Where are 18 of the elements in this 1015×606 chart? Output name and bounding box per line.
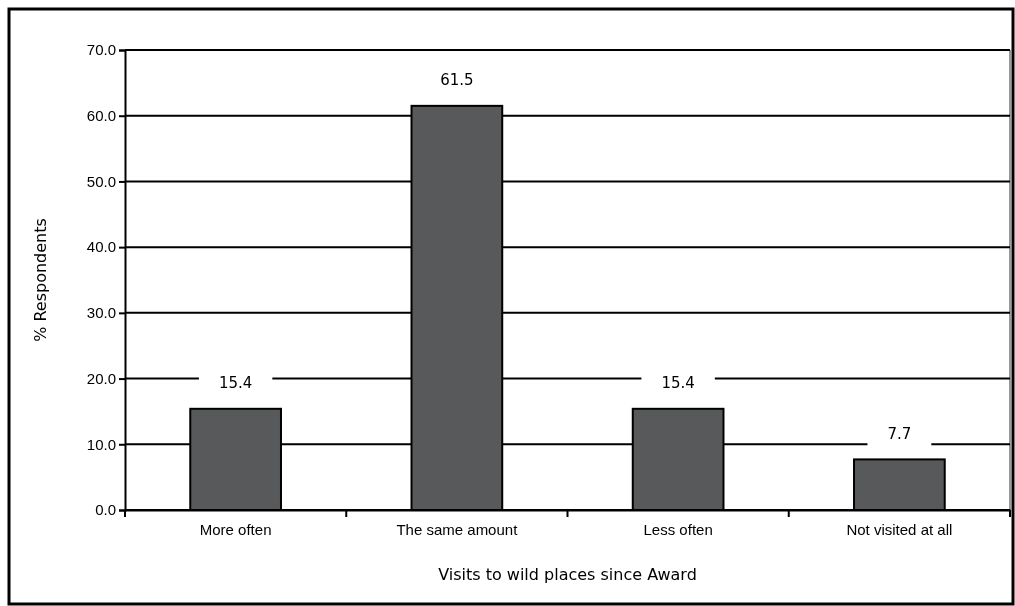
x-tick-label: Not visited at all: [846, 520, 953, 538]
y-axis-title: % Respondents: [31, 218, 50, 342]
y-tick-label: 40.0: [86, 238, 116, 256]
y-tick-label: 10.0: [86, 435, 116, 453]
data-label: 15.4: [218, 374, 253, 393]
x-tick-label: The same amount: [396, 520, 519, 538]
y-tick-label: 0.0: [95, 501, 116, 519]
y-tick-label: 70.0: [86, 41, 116, 59]
data-label: 15.4: [661, 374, 695, 393]
data-label: 61.5: [440, 71, 474, 90]
x-tick-label: More often: [199, 520, 272, 538]
y-tick-label: 20.0: [86, 369, 116, 387]
y-tick-label: 50.0: [86, 172, 116, 190]
x-tick-label: Less often: [643, 520, 713, 538]
y-tick-label: 60.0: [86, 107, 116, 125]
y-tick-label: 30.0: [86, 304, 116, 322]
data-label: 7.7: [887, 424, 912, 443]
x-axis-title: Visits to wild places since Award: [438, 565, 697, 584]
